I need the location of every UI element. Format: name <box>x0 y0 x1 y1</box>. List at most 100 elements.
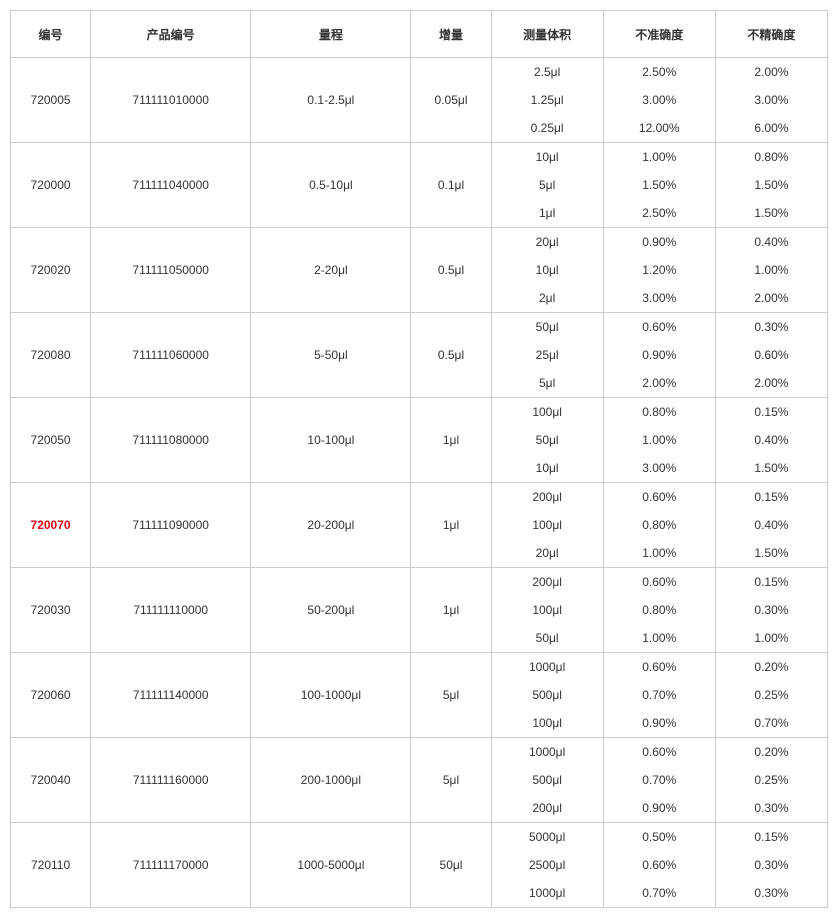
cell-volume: 50μl <box>491 426 603 454</box>
cell-volume: 5μl <box>491 369 603 398</box>
cell-imprecision: 0.25% <box>715 681 827 709</box>
cell-step: 0.5μl <box>411 228 491 313</box>
table-row: 72005071111108000010-100μl1μl100μl0.80%0… <box>11 398 828 427</box>
cell-range: 50-200μl <box>251 568 411 653</box>
cell-inaccuracy: 2.00% <box>603 369 715 398</box>
cell-id: 720070 <box>11 483 91 568</box>
cell-volume: 2μl <box>491 284 603 313</box>
cell-imprecision: 0.40% <box>715 228 827 257</box>
cell-inaccuracy: 12.00% <box>603 114 715 143</box>
cell-volume: 200μl <box>491 794 603 823</box>
cell-step: 5μl <box>411 738 491 823</box>
cell-inaccuracy: 0.90% <box>603 228 715 257</box>
cell-step: 0.1μl <box>411 143 491 228</box>
cell-imprecision: 0.40% <box>715 511 827 539</box>
cell-inaccuracy: 2.50% <box>603 199 715 228</box>
cell-id: 720060 <box>11 653 91 738</box>
cell-range: 5-50μl <box>251 313 411 398</box>
cell-imprecision: 0.60% <box>715 341 827 369</box>
cell-id: 720020 <box>11 228 91 313</box>
cell-range: 1000-5000μl <box>251 823 411 908</box>
cell-imprecision: 0.30% <box>715 879 827 908</box>
cell-step: 1μl <box>411 483 491 568</box>
cell-imprecision: 0.15% <box>715 483 827 512</box>
cell-volume: 1000μl <box>491 879 603 908</box>
cell-volume: 2.5μl <box>491 58 603 87</box>
cell-volume: 1μl <box>491 199 603 228</box>
cell-step: 50μl <box>411 823 491 908</box>
cell-volume: 200μl <box>491 568 603 597</box>
cell-inaccuracy: 1.00% <box>603 539 715 568</box>
cell-inaccuracy: 0.60% <box>603 653 715 682</box>
cell-inaccuracy: 0.70% <box>603 879 715 908</box>
cell-imprecision: 0.30% <box>715 313 827 342</box>
cell-volume: 25μl <box>491 341 603 369</box>
cell-imprecision: 0.40% <box>715 426 827 454</box>
cell-step: 0.5μl <box>411 313 491 398</box>
cell-step: 5μl <box>411 653 491 738</box>
cell-imprecision: 0.25% <box>715 766 827 794</box>
cell-imprecision: 1.50% <box>715 171 827 199</box>
cell-inaccuracy: 3.00% <box>603 454 715 483</box>
cell-volume: 5000μl <box>491 823 603 852</box>
cell-inaccuracy: 3.00% <box>603 284 715 313</box>
cell-product-id: 711111170000 <box>91 823 251 908</box>
cell-product-id: 711111040000 <box>91 143 251 228</box>
cell-imprecision: 2.00% <box>715 284 827 313</box>
cell-step: 0.05μl <box>411 58 491 143</box>
col-step: 增量 <box>411 11 491 58</box>
cell-step: 1μl <box>411 568 491 653</box>
col-product-id: 产品编号 <box>91 11 251 58</box>
cell-imprecision: 1.50% <box>715 199 827 228</box>
table-body: 7200057111110100000.1-2.5μl0.05μl2.5μl2.… <box>11 58 828 908</box>
cell-inaccuracy: 0.80% <box>603 398 715 427</box>
table-row: 720060711111140000100-1000μl5μl1000μl0.6… <box>11 653 828 682</box>
cell-step: 1μl <box>411 398 491 483</box>
table-row: 72003071111111000050-200μl1μl200μl0.60%0… <box>11 568 828 597</box>
cell-id: 720000 <box>11 143 91 228</box>
cell-volume: 1000μl <box>491 738 603 767</box>
cell-inaccuracy: 0.60% <box>603 851 715 879</box>
cell-range: 0.5-10μl <box>251 143 411 228</box>
cell-inaccuracy: 1.20% <box>603 256 715 284</box>
cell-volume: 500μl <box>491 766 603 794</box>
col-id: 编号 <box>11 11 91 58</box>
cell-inaccuracy: 0.60% <box>603 568 715 597</box>
cell-inaccuracy: 0.60% <box>603 738 715 767</box>
cell-inaccuracy: 0.70% <box>603 681 715 709</box>
cell-volume: 2500μl <box>491 851 603 879</box>
cell-range: 20-200μl <box>251 483 411 568</box>
cell-volume: 100μl <box>491 511 603 539</box>
cell-imprecision: 0.30% <box>715 794 827 823</box>
spec-table: 编号 产品编号 量程 增量 测量体积 不准确度 不精确度 72000571111… <box>10 10 828 908</box>
cell-inaccuracy: 1.00% <box>603 143 715 172</box>
cell-volume: 100μl <box>491 709 603 738</box>
cell-volume: 5μl <box>491 171 603 199</box>
cell-inaccuracy: 0.90% <box>603 341 715 369</box>
cell-imprecision: 1.50% <box>715 539 827 568</box>
col-volume: 测量体积 <box>491 11 603 58</box>
cell-id: 720005 <box>11 58 91 143</box>
cell-id: 720050 <box>11 398 91 483</box>
cell-inaccuracy: 3.00% <box>603 86 715 114</box>
cell-volume: 1000μl <box>491 653 603 682</box>
cell-imprecision: 2.00% <box>715 369 827 398</box>
cell-product-id: 711111050000 <box>91 228 251 313</box>
cell-imprecision: 0.15% <box>715 568 827 597</box>
cell-product-id: 711111010000 <box>91 58 251 143</box>
cell-range: 100-1000μl <box>251 653 411 738</box>
table-row: 7201107111111700001000-5000μl50μl5000μl0… <box>11 823 828 852</box>
cell-volume: 50μl <box>491 624 603 653</box>
cell-volume: 10μl <box>491 143 603 172</box>
cell-product-id: 711111110000 <box>91 568 251 653</box>
cell-inaccuracy: 1.00% <box>603 426 715 454</box>
cell-imprecision: 0.70% <box>715 709 827 738</box>
cell-volume: 200μl <box>491 483 603 512</box>
cell-volume: 10μl <box>491 454 603 483</box>
cell-imprecision: 1.00% <box>715 624 827 653</box>
cell-id: 720030 <box>11 568 91 653</box>
col-imprecision: 不精确度 <box>715 11 827 58</box>
cell-imprecision: 1.00% <box>715 256 827 284</box>
header-row: 编号 产品编号 量程 增量 测量体积 不准确度 不精确度 <box>11 11 828 58</box>
cell-range: 2-20μl <box>251 228 411 313</box>
